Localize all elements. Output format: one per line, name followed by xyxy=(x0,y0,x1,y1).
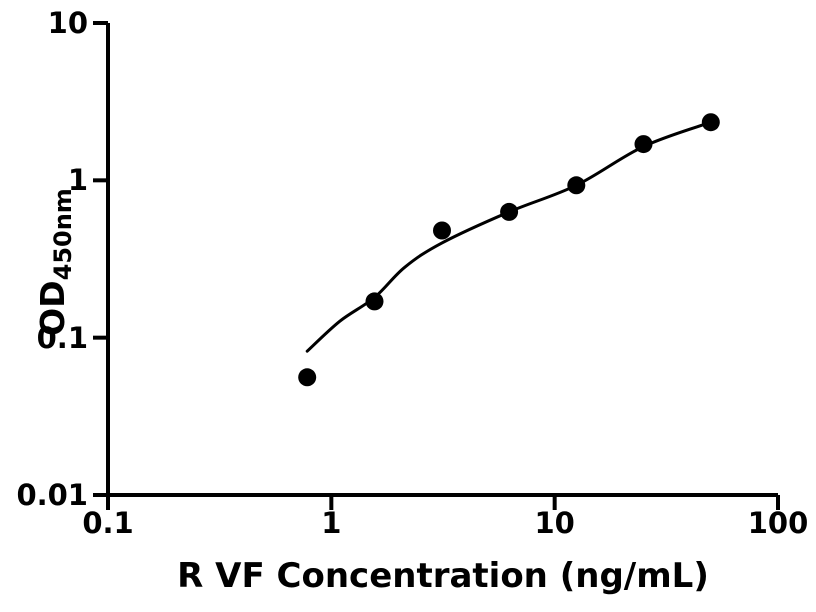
data-point-marker xyxy=(365,292,384,311)
data-point-marker xyxy=(500,202,519,221)
y-tick-label: 0.1 xyxy=(36,320,88,355)
x-tick-label: 0.1 xyxy=(82,506,134,540)
y-tick-label: 10 xyxy=(47,6,88,40)
y-tick-label: 1 xyxy=(67,163,88,198)
data-point-marker xyxy=(701,113,720,132)
data-point-marker xyxy=(433,221,451,240)
x-tick-label: 10 xyxy=(534,506,575,540)
data-point-marker xyxy=(298,368,317,387)
y-axis-title: OD450nm xyxy=(33,188,83,336)
x-tick-label: 1 xyxy=(321,506,342,540)
y-axis-title-main: OD xyxy=(33,280,72,336)
data-point-marker xyxy=(634,135,653,154)
y-tick-label: 0.01 xyxy=(16,478,88,512)
fitted-curve xyxy=(305,120,713,353)
x-tick-label: 100 xyxy=(747,506,809,540)
data-point-marker xyxy=(567,176,586,195)
x-axis-title: R VF Concentration (ng/mL) xyxy=(177,556,709,596)
y-axis-title-subscript: 450nm xyxy=(49,188,77,281)
